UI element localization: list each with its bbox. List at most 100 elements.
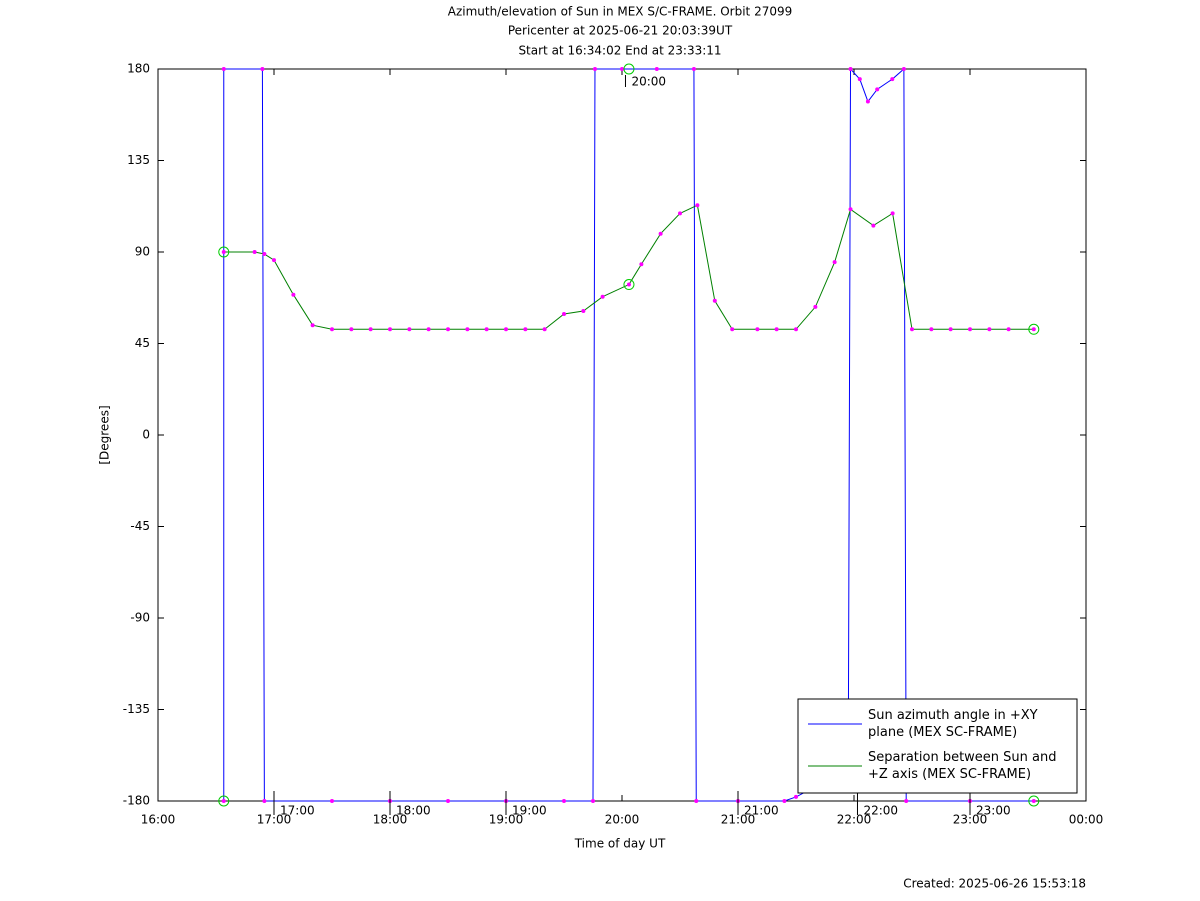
annotation: 23:00 <box>976 804 1011 818</box>
data-point <box>691 67 696 71</box>
y-tick-label: -90 <box>130 611 150 625</box>
plot-frame <box>157 68 1087 802</box>
data-point <box>695 203 700 208</box>
annotation: 22:00 <box>863 804 898 818</box>
legend-label: Separation between Sun and +Z axis (MEX … <box>868 750 1057 782</box>
legend-label: Sun azimuth angle in +XY plane (MEX SC-F… <box>868 708 1038 740</box>
data-point <box>310 323 315 328</box>
y-tick-label: -45 <box>130 519 150 533</box>
x-tick-label: 19:00 <box>489 813 524 827</box>
data-point <box>848 67 853 71</box>
x-tick-label: 16:00 <box>141 813 176 827</box>
data-point <box>890 211 895 216</box>
event-marker <box>1028 323 1040 335</box>
data-point <box>875 87 880 92</box>
data-point <box>794 327 798 332</box>
data-point <box>368 327 373 332</box>
data-point <box>262 799 267 803</box>
data-point <box>330 327 334 332</box>
data-point <box>901 67 906 71</box>
y-tick-label: 45 <box>135 336 150 350</box>
data-point <box>1006 327 1011 332</box>
event-marker <box>218 795 230 807</box>
event-marker <box>218 246 230 258</box>
footer: Created: 2025-06-26 15:53:18 <box>903 877 1086 891</box>
y-tick-label: 180 <box>127 62 150 76</box>
data-point <box>948 327 953 332</box>
data-point <box>813 304 818 309</box>
data-point <box>349 327 354 332</box>
y-tick-label: 0 <box>142 428 150 442</box>
data-point <box>904 799 909 803</box>
data-point <box>654 67 659 71</box>
data-point <box>782 799 787 803</box>
data-point <box>262 252 267 257</box>
data-point <box>620 67 624 71</box>
data-point <box>910 327 914 332</box>
x-tick-label: 23:00 <box>953 813 988 827</box>
data-point <box>987 327 992 332</box>
chart-subtitle: Start at 16:34:02 End at 23:33:11 <box>518 44 721 58</box>
annotation: 20:00 <box>631 75 666 89</box>
data-point <box>221 250 226 254</box>
x-tick-label: 18:00 <box>373 813 408 827</box>
data-point <box>730 327 735 332</box>
series-line <box>223 204 1034 330</box>
data-point <box>600 294 605 299</box>
data-point <box>626 282 631 287</box>
data-point <box>446 799 450 803</box>
data-point <box>291 292 296 297</box>
data-point <box>388 327 392 332</box>
data-point <box>890 77 895 82</box>
data-point <box>426 327 431 332</box>
event-marker <box>1028 795 1040 807</box>
data-point <box>774 327 779 332</box>
chart-subtitle: Pericenter at 2025-06-21 20:03:39UT <box>508 24 733 38</box>
data-point <box>832 260 837 265</box>
data-point <box>865 99 870 104</box>
data-point <box>542 327 547 332</box>
data-point <box>871 223 876 228</box>
data-point <box>658 231 663 236</box>
data-point <box>694 799 699 803</box>
data-point <box>592 67 597 71</box>
x-tick-label: 20:00 <box>605 813 640 827</box>
y-tick-label: 135 <box>127 153 150 167</box>
data-point <box>848 207 853 212</box>
x-tick-label: 17:00 <box>257 813 292 827</box>
data-point <box>407 327 412 332</box>
data-point <box>794 794 798 799</box>
data-point <box>929 327 934 332</box>
data-point <box>252 250 257 254</box>
data-point <box>857 77 862 82</box>
data-point <box>639 262 644 267</box>
data-point <box>504 327 508 332</box>
data-point <box>221 67 226 71</box>
data-point <box>562 799 566 803</box>
y-tick-label: 90 <box>135 245 150 259</box>
y-tick-label: -180 <box>123 794 150 808</box>
data-point <box>484 327 489 332</box>
data-point <box>1031 799 1036 803</box>
data-point <box>562 312 566 317</box>
data-point <box>712 298 717 303</box>
annotation: 17:00 <box>280 804 315 818</box>
chart-title: Azimuth/elevation of Sun in MEX S/C-FRAM… <box>448 5 793 19</box>
event-marker <box>623 279 635 291</box>
x-tick-label: 21:00 <box>721 813 756 827</box>
data-point <box>330 799 334 803</box>
legend-box <box>797 698 1078 794</box>
annotation: 21:00 <box>744 804 779 818</box>
data-point <box>260 67 265 71</box>
data-point <box>591 799 595 803</box>
y-tick-label: -135 <box>123 702 150 716</box>
data-point <box>581 308 586 313</box>
data-point <box>678 211 682 216</box>
x-tick-label: 00:00 <box>1069 813 1104 827</box>
event-marker <box>623 63 635 75</box>
data-point <box>446 327 450 332</box>
data-point <box>968 327 972 332</box>
x-tick-label: 22:00 <box>837 813 872 827</box>
data-point <box>755 327 760 332</box>
